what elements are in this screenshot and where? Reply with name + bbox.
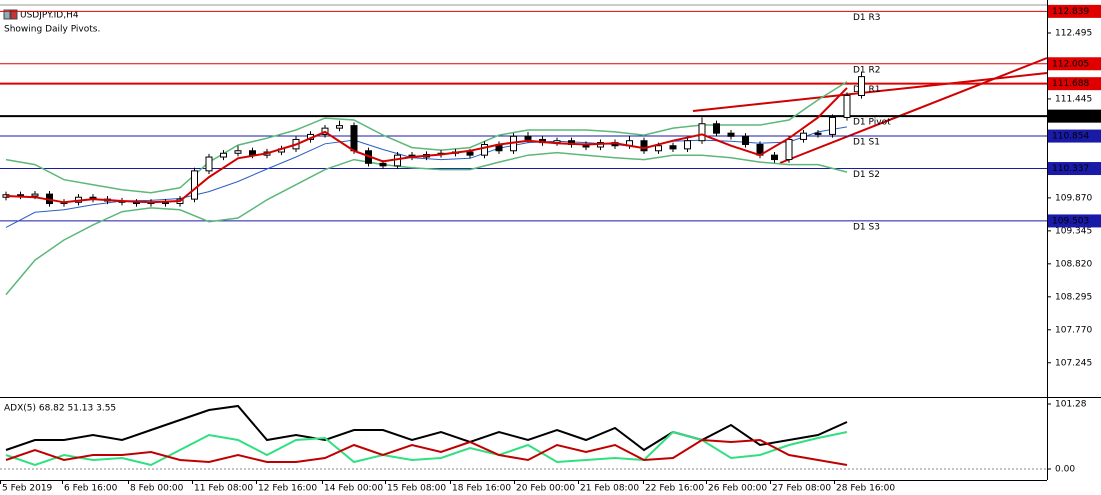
x-tick-label: 11 Feb 08:00 bbox=[194, 484, 253, 494]
pivot-name: D1 S2 bbox=[853, 170, 880, 180]
candle-body bbox=[655, 145, 662, 152]
candle-body bbox=[785, 138, 793, 161]
candle-body bbox=[684, 140, 691, 150]
y-tick-label: 109.870 bbox=[1055, 193, 1092, 203]
x-tick-label: 22 Feb 16:00 bbox=[645, 484, 704, 494]
price-box-label: 110.854 bbox=[1052, 132, 1089, 142]
symbol-icon bbox=[3, 9, 11, 20]
x-tick-label: 14 Feb 00:00 bbox=[324, 484, 383, 494]
x-tick-label: 12 Feb 16:00 bbox=[258, 484, 317, 494]
candle-body bbox=[713, 123, 720, 134]
price-box-label: 112.839 bbox=[1052, 7, 1089, 17]
price-box bbox=[1048, 57, 1101, 71]
price-box-label: 110.337 bbox=[1052, 164, 1089, 174]
y-tick-label: 109.345 bbox=[1055, 226, 1092, 236]
y-tick-label: 107.245 bbox=[1055, 358, 1092, 368]
layout bbox=[0, 0, 1101, 481]
price-box bbox=[1048, 129, 1101, 143]
chart-subtitle: Showing Daily Pivots. bbox=[4, 25, 100, 35]
x-tick-label: 21 Feb 08:00 bbox=[580, 484, 639, 494]
x-tick-label: 6 Feb 16:00 bbox=[64, 484, 118, 494]
price-box bbox=[1048, 109, 1101, 123]
candle-body bbox=[771, 154, 778, 161]
pivot-name: D1 S3 bbox=[853, 222, 880, 232]
candle-body bbox=[379, 162, 387, 167]
price-box bbox=[1048, 77, 1101, 91]
y-tick-label: 112.495 bbox=[1055, 28, 1092, 38]
candle-body bbox=[191, 170, 198, 200]
candle-body bbox=[669, 145, 677, 150]
pivot-name: D1 R2 bbox=[853, 65, 881, 75]
price-box-label: 111.688 bbox=[1052, 79, 1089, 89]
candle-body bbox=[350, 125, 358, 152]
pivot-name: D1 R3 bbox=[853, 13, 881, 23]
candle-body bbox=[466, 151, 474, 156]
price-box bbox=[1048, 162, 1101, 176]
price-box bbox=[1048, 214, 1101, 228]
trend-line bbox=[779, 57, 1048, 164]
candle-body bbox=[640, 140, 648, 152]
x-tick-label: 28 Feb 16:00 bbox=[836, 484, 895, 494]
price-box-label: 109.503 bbox=[1052, 216, 1089, 226]
candle-body bbox=[698, 123, 706, 142]
adx-tick-label: 0.00 bbox=[1055, 465, 1075, 475]
symbol-icon bbox=[10, 9, 18, 20]
candle-body bbox=[814, 132, 822, 135]
candle-body bbox=[800, 132, 807, 140]
x-tick-label: 18 Feb 16:00 bbox=[452, 484, 511, 494]
candle-body bbox=[481, 143, 488, 156]
price-box-label: 111.171 bbox=[1052, 112, 1089, 122]
indicator-line bbox=[5, 81, 848, 194]
indicator-line bbox=[5, 87, 848, 204]
candle-body bbox=[829, 116, 836, 135]
candle-body bbox=[843, 94, 851, 118]
indicator-line bbox=[5, 151, 848, 296]
indicator-line bbox=[5, 438, 848, 466]
candle-body bbox=[524, 135, 532, 140]
x-tick-label: 26 Feb 00:00 bbox=[708, 484, 767, 494]
x-tick-label: 5 Feb 2019 bbox=[2, 484, 53, 494]
candle-body bbox=[336, 125, 343, 129]
price-box-label: 112.005 bbox=[1052, 59, 1089, 69]
adx-tick-label: 101.28 bbox=[1055, 400, 1087, 410]
candle-body bbox=[858, 76, 865, 96]
x-tick-label: 27 Feb 08:00 bbox=[772, 484, 831, 494]
pivot-name: D1 R1 bbox=[853, 85, 881, 95]
y-tick-label: 108.820 bbox=[1055, 259, 1092, 269]
adx-label: ADX(5) 68.82 51.13 3.55 bbox=[4, 404, 116, 414]
x-tick-label: 8 Feb 00:00 bbox=[130, 484, 184, 494]
candle-body bbox=[727, 132, 735, 137]
indicator-line bbox=[5, 430, 848, 467]
trend-line bbox=[692, 72, 1048, 112]
price-box bbox=[1048, 4, 1101, 18]
candle-body bbox=[205, 156, 213, 172]
y-tick-label: 107.770 bbox=[1055, 325, 1092, 335]
pivot-name: D1 Pivot bbox=[853, 118, 891, 128]
x-tick-label: 20 Feb 00:00 bbox=[516, 484, 575, 494]
pivot-name: D1 S1 bbox=[853, 138, 880, 148]
candle-body bbox=[742, 135, 749, 145]
candle-body bbox=[220, 152, 227, 158]
candle-body bbox=[234, 150, 242, 154]
indicator-line bbox=[5, 404, 848, 452]
x-tick-label: 15 Feb 08:00 bbox=[387, 484, 446, 494]
candle-body bbox=[31, 193, 39, 197]
chart-title: USDJPY.ID,H4 bbox=[20, 11, 79, 21]
y-tick-label: 111.445 bbox=[1055, 94, 1092, 104]
y-tick-label: 108.295 bbox=[1055, 292, 1092, 302]
